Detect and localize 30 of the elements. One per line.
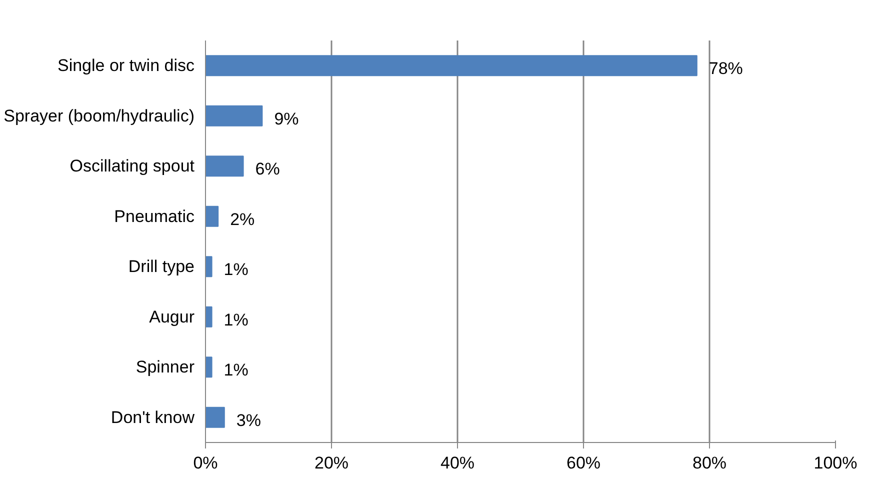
x-tick-label: 100%	[814, 454, 858, 472]
data-label: 1%	[224, 310, 248, 330]
data-label: 1%	[224, 260, 248, 280]
y-tick-label: Drill type	[128, 257, 194, 276]
data-label: 2%	[230, 210, 255, 229]
bar	[206, 256, 212, 278]
data-label: 1%	[224, 360, 248, 380]
x-tick-label: 20%	[314, 454, 349, 472]
bar	[206, 105, 263, 126]
y-tick-label: Spinner	[136, 358, 195, 377]
data-label: 78%	[708, 59, 743, 78]
y-tick-label: Sprayer (boom/hydraulic)	[4, 106, 195, 126]
bar	[206, 156, 244, 177]
y-tick-label: Pneumatic	[114, 206, 195, 226]
bar	[206, 206, 219, 227]
bar	[206, 356, 212, 378]
y-tick-label: Single or twin disc	[57, 56, 195, 76]
y-tick-label: Augur	[149, 307, 195, 326]
bar	[206, 55, 698, 76]
bar	[206, 406, 225, 428]
x-tick-label: 60%	[566, 454, 601, 472]
x-tick-label: 80%	[692, 454, 727, 472]
x-tick-label: 0%	[193, 454, 218, 472]
data-label: 9%	[274, 109, 299, 128]
y-tick-label: Oscillating spout	[70, 156, 195, 176]
data-label: 3%	[236, 410, 261, 430]
data-label: 6%	[255, 160, 280, 179]
y-tick-label: Don't know	[110, 408, 196, 427]
bar	[206, 306, 212, 328]
x-tick-label: 40%	[440, 454, 475, 472]
